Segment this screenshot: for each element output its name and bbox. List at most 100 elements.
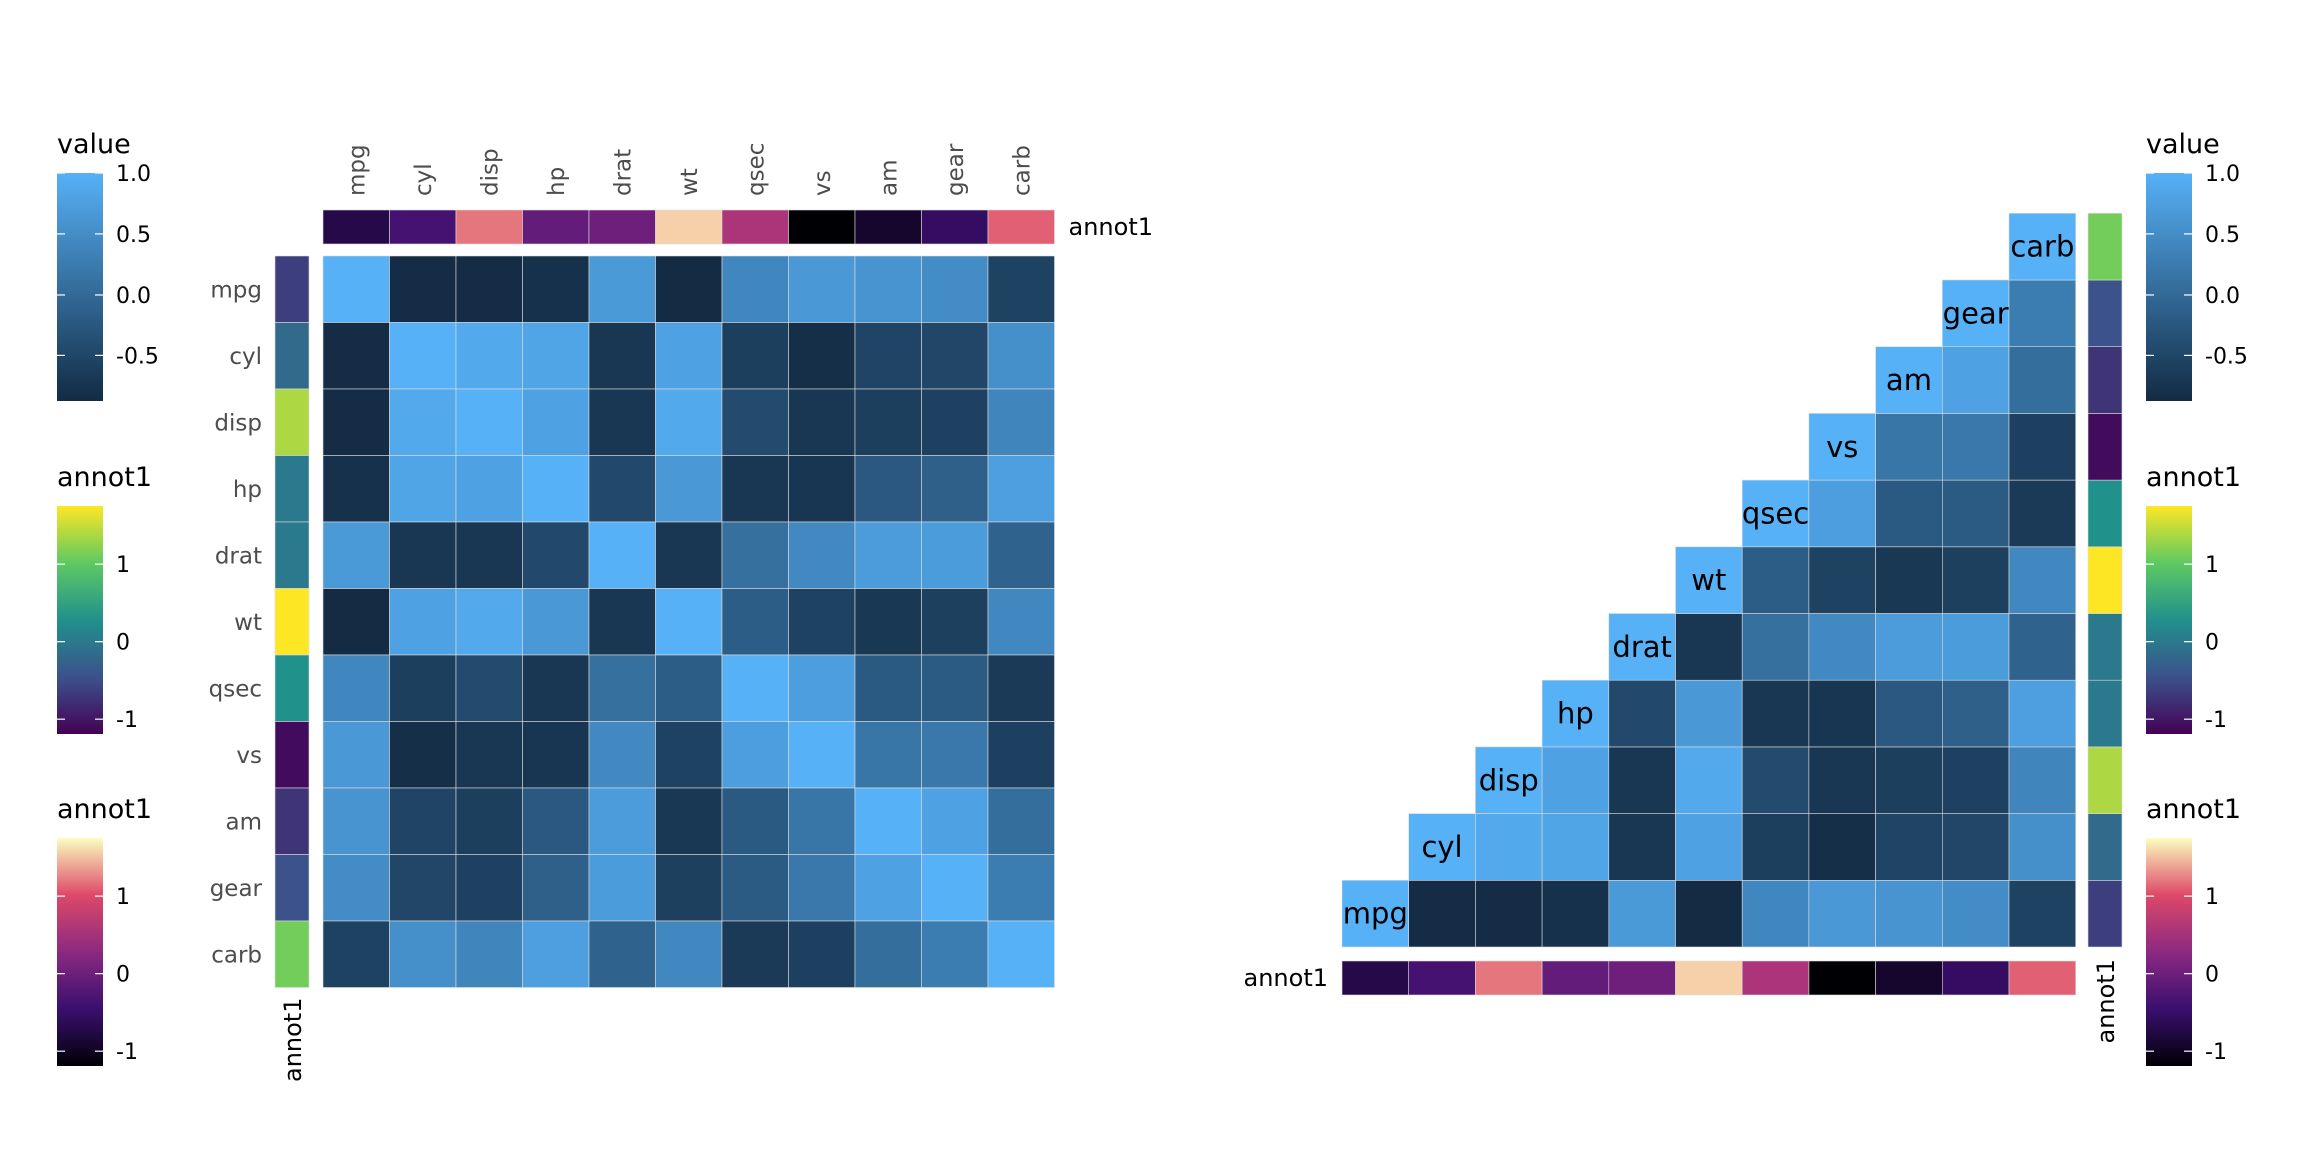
heatmap-cell xyxy=(389,255,457,323)
heatmap-cell xyxy=(921,255,989,323)
heatmap-cell xyxy=(788,255,856,323)
heatmap-cell xyxy=(2008,679,2076,748)
heatmap-cell xyxy=(322,322,390,390)
heatmap-cell xyxy=(2008,346,2076,414)
heatmap-cell xyxy=(655,787,723,855)
row-label: drat xyxy=(215,543,262,569)
row-label: am xyxy=(226,809,263,835)
legend-tick-label: -0.5 xyxy=(2205,344,2248,369)
heatmap-cell xyxy=(1875,746,1943,814)
heatmap-cell xyxy=(588,920,656,988)
row-label: carb xyxy=(211,942,262,968)
heatmap-cell xyxy=(1741,746,1810,814)
heatmap-cell xyxy=(921,920,989,988)
legend-tick-label: 0 xyxy=(2205,963,2219,988)
heatmap-cell xyxy=(455,455,523,523)
heatmap-cell xyxy=(455,322,523,390)
row-annotation-cell xyxy=(274,721,310,789)
heatmap-cell xyxy=(987,322,1055,390)
heatmap-cell xyxy=(2008,546,2076,614)
col-annotation-cell xyxy=(588,209,656,245)
heatmap-cell xyxy=(2008,413,2076,481)
heatmap-cell xyxy=(389,654,457,722)
heatmap-cell xyxy=(455,255,523,323)
heatmap-cell xyxy=(455,588,523,656)
heatmap-cell xyxy=(1808,746,1876,814)
left-value-legend-title: value xyxy=(57,129,131,160)
legend-tick-label: 0.0 xyxy=(2205,284,2240,309)
left-annot1-magma-legend-title: annot1 xyxy=(57,794,152,825)
row-label: vs xyxy=(236,743,262,769)
col-annotation-cell xyxy=(455,209,523,245)
row-annotation-cell xyxy=(274,322,310,390)
right-value-legend-colorbar xyxy=(2146,173,2192,401)
heatmap-cell xyxy=(1942,813,2010,881)
heatmap-cell xyxy=(655,920,723,988)
heatmap-cell xyxy=(655,388,723,456)
col-annotation-cell xyxy=(522,209,590,245)
row-annotation-cell xyxy=(2087,679,2123,748)
heatmap-cell xyxy=(455,920,523,988)
heatmap-cell xyxy=(854,455,922,523)
heatmap-cell xyxy=(389,588,457,656)
heatmap-cell xyxy=(522,388,590,456)
heatmap-cell xyxy=(721,588,789,656)
col-annotation-cell xyxy=(1408,960,1476,996)
left-annot1-magma-legend-colorbar xyxy=(57,838,103,1066)
heatmap-cell xyxy=(987,654,1055,722)
heatmap-cell xyxy=(1875,879,1943,948)
heatmap-cell xyxy=(522,521,590,589)
heatmap-cell xyxy=(788,654,856,722)
heatmap-cell xyxy=(2008,613,2076,681)
heatmap-cell xyxy=(2008,213,2076,281)
row-annotation-cell xyxy=(274,654,310,722)
heatmap-cell xyxy=(322,721,390,789)
heatmap-cell xyxy=(389,854,457,922)
heatmap-cell xyxy=(1408,879,1476,948)
heatmap-cell xyxy=(655,721,723,789)
heatmap-cell xyxy=(987,455,1055,523)
heatmap-cell xyxy=(1541,746,1610,814)
heatmap-cell xyxy=(788,521,856,589)
heatmap-cell xyxy=(455,654,523,722)
row-annotation-label: annot1 xyxy=(2092,959,2120,1044)
heatmap-cell xyxy=(2008,746,2076,814)
legend-tick-label: 1.0 xyxy=(2205,162,2240,187)
heatmap-cell xyxy=(788,455,856,523)
left-heatmap: annot1 annot1 mpg cyl disp hp drat wt qsec vs am ge… xyxy=(209,143,1153,1082)
legends: value1.00.50.0-0.5annot110-1annot110-1va… xyxy=(57,129,2248,1066)
legend-tick-label: -1 xyxy=(116,1040,138,1065)
legend-tick-label: 0 xyxy=(116,631,130,656)
row-annotation-cell xyxy=(274,920,310,988)
column-label: carb xyxy=(1009,145,1035,196)
heatmap-cell xyxy=(588,654,656,722)
heatmap-cell xyxy=(522,920,590,988)
heatmap-cell xyxy=(721,388,789,456)
heatmap-cell xyxy=(921,588,989,656)
heatmap-cell xyxy=(1808,813,1876,881)
heatmap-cell xyxy=(721,854,789,922)
col-annotation-cell xyxy=(1541,960,1610,996)
col-annotation-cell xyxy=(1608,960,1676,996)
heatmap-cell xyxy=(322,521,390,589)
legend-tick-label: 0.0 xyxy=(116,284,151,309)
heatmap-cell xyxy=(854,322,922,390)
heatmap-cell xyxy=(721,322,789,390)
legend-tick-label: -1 xyxy=(2205,708,2227,733)
heatmap-cell xyxy=(1875,546,1943,614)
heatmap-cell xyxy=(655,654,723,722)
heatmap-cell xyxy=(522,588,590,656)
legend-tick-label: -1 xyxy=(116,708,138,733)
heatmap-cell xyxy=(1608,879,1676,948)
row-annotation-cell xyxy=(2087,479,2123,548)
heatmap-cell xyxy=(1741,879,1810,948)
column-label: disp xyxy=(477,148,503,196)
heatmap-cell xyxy=(1808,679,1876,748)
heatmap-cell xyxy=(522,455,590,523)
legend-tick-label: 0.5 xyxy=(116,223,151,248)
heatmap-cell xyxy=(1541,813,1610,881)
diagonal-label: am xyxy=(1886,363,1932,397)
heatmap-cell xyxy=(322,854,390,922)
heatmap-cell xyxy=(854,255,922,323)
